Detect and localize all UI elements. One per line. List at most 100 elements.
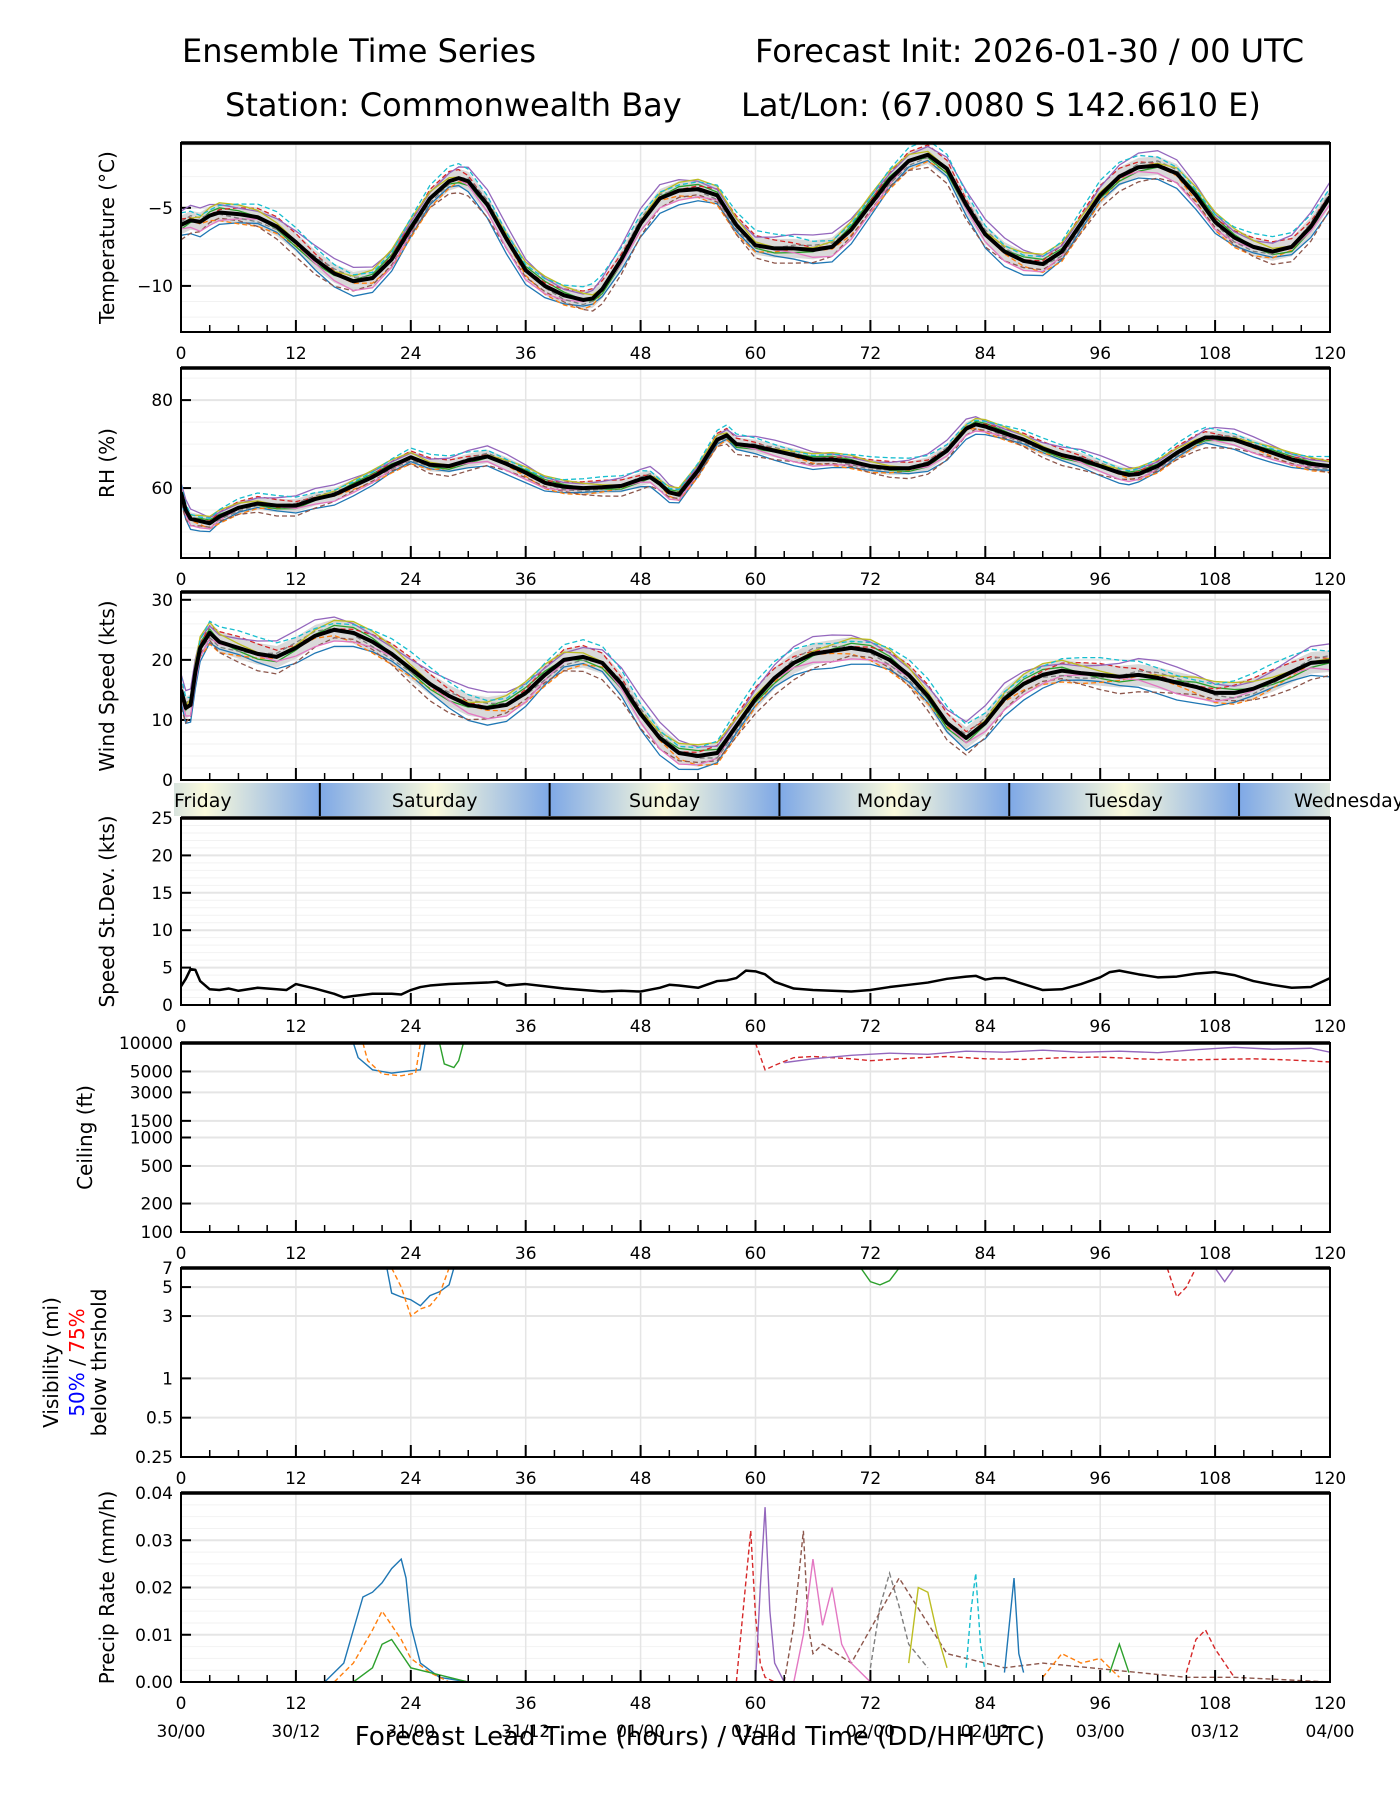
member-line [438, 1043, 465, 1069]
x-tick-label: 120 [1314, 344, 1346, 364]
y-tick-label: 10 [151, 711, 173, 731]
x-tick-label: 60 [745, 1469, 767, 1489]
y-axis-subtitle: below thrshold [87, 1289, 111, 1437]
panel-rh: 60 80 0 12 24 36 48 60 72 84 96 108 120 RH (%) [95, 366, 1346, 590]
y-tick-label: 0.03 [135, 1531, 173, 1551]
y-tick-label: 0.02 [135, 1579, 173, 1599]
day-label-wednesday: Wednesday [1294, 790, 1400, 812]
y-tick-label: 30 [151, 591, 173, 611]
x-tick-label: 96 [1089, 1244, 1111, 1264]
threshold-50-label: 50% [65, 1372, 89, 1416]
valid-time-label: 01/00 [616, 1722, 665, 1742]
y-tick-label: 3000 [130, 1083, 173, 1103]
x-tick-label: 120 [1314, 570, 1346, 590]
y-tick-label: 3 [162, 1307, 173, 1327]
mean-line [181, 627, 1330, 758]
member-line [386, 1268, 455, 1307]
x-tick-label: 48 [630, 1469, 652, 1489]
day-segment [779, 783, 1010, 816]
member-line [352, 1638, 469, 1682]
member-line [181, 433, 1330, 533]
valid-time-label: 03/00 [1076, 1722, 1125, 1742]
x-tick-label: 48 [630, 1694, 652, 1714]
member-line [1214, 1268, 1235, 1283]
x-tick-label: 24 [400, 1244, 422, 1264]
x-tick-label: 120 [1314, 1017, 1346, 1037]
mean-line [181, 152, 1330, 302]
x-tick-label: 108 [1199, 570, 1231, 590]
x-tick-label: 24 [400, 1017, 422, 1037]
x-tick-label: 0 [176, 344, 187, 364]
y-tick-label: 5 [162, 1278, 173, 1298]
x-tick-label: 60 [745, 570, 767, 590]
member-line [181, 159, 1330, 307]
y-axis-title: Speed St.Dev. (kts) [95, 815, 119, 1007]
y-tick-label: 500 [141, 1157, 173, 1177]
member-line [362, 1043, 422, 1077]
member-line [181, 637, 1330, 764]
member-line [391, 1268, 450, 1318]
day-label-tuesday: Tuesday [1084, 790, 1162, 812]
y-tick-label: 1 [162, 1369, 173, 1389]
y-tick-label: 10 [151, 921, 173, 941]
threshold-75-label: 75% [65, 1308, 89, 1352]
x-tick-label: 36 [515, 344, 537, 364]
station-latlon: Lat/Lon: (67.0080 S 142.6610 E) [741, 86, 1261, 124]
x-tick-label: 36 [515, 570, 537, 590]
day-label-saturday: Saturday [392, 790, 478, 812]
mean-line [181, 967, 1330, 999]
spread-band [181, 619, 1330, 767]
member-line [1003, 1577, 1025, 1673]
member-line [860, 1268, 900, 1286]
x-tick-label: 36 [515, 1694, 537, 1714]
y-tick-label: −5 [148, 199, 173, 219]
y-tick-label: 0.25 [135, 1448, 173, 1468]
day-label-friday: Friday [174, 790, 232, 812]
x-tick-label: 48 [630, 1244, 652, 1264]
y-tick-label: 0.04 [135, 1484, 173, 1504]
x-tick-label: 72 [860, 570, 882, 590]
valid-time-label: 03/12 [1191, 1722, 1240, 1742]
x-tick-label: 48 [630, 344, 652, 364]
y-axis-title: Visibility (mi) [39, 1297, 63, 1428]
x-tick-label: 36 [515, 1469, 537, 1489]
x-tick-label: 108 [1199, 1469, 1231, 1489]
threshold-separator: / [65, 1353, 89, 1372]
x-tick-label: 84 [974, 570, 996, 590]
x-tick-label: 108 [1199, 1244, 1231, 1264]
y-tick-label: 20 [151, 846, 173, 866]
x-tick-label: 120 [1314, 1469, 1346, 1489]
y-tick-label: 0 [162, 996, 173, 1016]
title-right: Forecast Init: 2026-01-30 / 00 UTC [755, 32, 1305, 70]
y-tick-label: 0.01 [135, 1626, 173, 1646]
x-tick-label: 108 [1199, 1017, 1231, 1037]
day-segment [1239, 783, 1330, 816]
member-line [181, 641, 1330, 771]
x-tick-label: 0 [176, 1244, 187, 1264]
x-tick-label: 12 [285, 1694, 307, 1714]
member-line [181, 166, 1330, 312]
x-tick-label: 48 [630, 1017, 652, 1037]
member-line [181, 616, 1330, 748]
y-tick-label: 0 [162, 771, 173, 791]
member-line [1042, 1652, 1120, 1678]
y-tick-label: 80 [151, 391, 173, 411]
y-tick-label: 10000 [119, 1034, 173, 1054]
x-tick-label: 0 [176, 1694, 187, 1714]
x-tick-label: 60 [745, 1244, 767, 1264]
x-tick-label: 0 [176, 570, 187, 590]
member-line [783, 1530, 1330, 1682]
day-segment [549, 783, 780, 816]
x-tick-label: 72 [860, 1694, 882, 1714]
day-band: Friday Saturday Sunday Monday Tuesday Wednesd… [174, 783, 1400, 816]
x-tick-label: 24 [400, 1469, 422, 1489]
x-tick-label: 60 [745, 1017, 767, 1037]
y-axis-title: RH (%) [95, 428, 119, 498]
x-tick-label: 12 [285, 1469, 307, 1489]
y-axis-title: Wind Speed (kts) [95, 600, 119, 771]
y-tick-label: 7 [162, 1259, 173, 1279]
panel-temperature: −10 −5 0 12 24 36 48 60 72 84 96 108 120 Temperature … [95, 141, 1346, 364]
day-segment [174, 783, 320, 816]
member-line [908, 1586, 948, 1669]
member-line [754, 1043, 1330, 1071]
